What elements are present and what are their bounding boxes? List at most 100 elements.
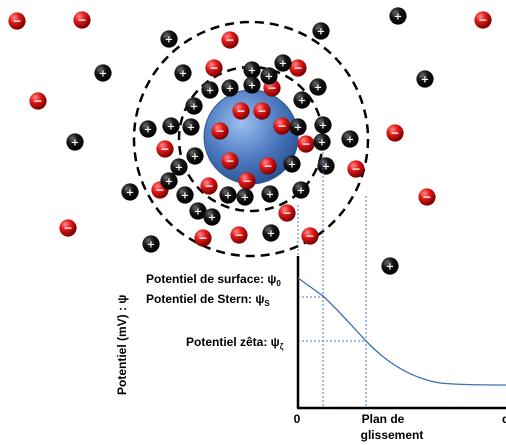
plus-sign: + xyxy=(126,188,134,199)
negative-ion: − xyxy=(238,172,256,190)
positive-ion-sphere xyxy=(201,81,219,99)
negative-ion: − xyxy=(230,226,248,244)
negative-ion: − xyxy=(386,124,404,142)
positive-ion: + xyxy=(162,117,180,135)
negative-ion: − xyxy=(221,152,239,170)
positive-ion: + xyxy=(261,185,279,203)
positive-ion: + xyxy=(142,235,160,253)
negative-ion: − xyxy=(200,177,218,195)
positive-ion-sphere xyxy=(381,257,399,275)
positive-ion: + xyxy=(381,257,399,275)
plus-sign: + xyxy=(165,177,173,188)
positive-ion: + xyxy=(236,188,254,206)
plus-sign: + xyxy=(248,66,256,77)
minus-sign: − xyxy=(267,82,276,95)
positive-ion-sphere xyxy=(236,188,254,206)
positive-ion-sphere xyxy=(189,202,207,220)
negative-ion: − xyxy=(221,31,239,49)
positive-ion-sphere xyxy=(292,181,310,199)
positive-ion-sphere xyxy=(317,157,335,175)
positive-ion: + xyxy=(389,7,407,25)
positive-ion-sphere xyxy=(219,186,237,204)
plus-sign: + xyxy=(226,84,234,95)
positive-ion: + xyxy=(283,155,301,173)
positive-ion-sphere xyxy=(314,116,332,134)
positive-ion-sphere xyxy=(293,91,311,109)
positive-ion-sphere xyxy=(176,186,194,204)
negative-ion: − xyxy=(232,102,250,120)
minus-sign: − xyxy=(390,127,399,140)
negative-ion-sphere xyxy=(156,140,174,158)
plus-sign: + xyxy=(288,160,296,171)
positive-ion: + xyxy=(219,186,237,204)
positive-ion-sphere xyxy=(160,172,178,190)
positive-ion: + xyxy=(186,147,204,165)
negative-ion-sphere xyxy=(8,12,26,30)
positive-ion: + xyxy=(243,61,261,79)
positive-ion: + xyxy=(341,130,359,148)
negative-ion-sphere xyxy=(29,92,47,110)
positive-ion: + xyxy=(174,64,192,82)
negative-ion-sphere xyxy=(301,227,319,245)
minus-sign: − xyxy=(215,125,224,138)
positive-ion-sphere xyxy=(139,120,157,138)
ion-layer: − − −−−− −−− −−−− −−−−−−−−− − −−−−++++ + +++++ + ++… xyxy=(8,7,492,275)
x-tick-zero: 0 xyxy=(294,412,301,426)
positive-ion: + xyxy=(185,97,203,115)
positive-ion: + xyxy=(309,78,327,96)
negative-ion: − xyxy=(8,12,26,30)
plus-sign: + xyxy=(318,138,326,149)
positive-ion-sphere xyxy=(313,133,331,151)
positive-ion-sphere xyxy=(243,61,261,79)
stern-potential-label: Potentiel de Stern: ψS xyxy=(146,292,270,308)
positive-ion: + xyxy=(139,120,157,138)
negative-ion: − xyxy=(156,140,174,158)
plus-sign: + xyxy=(175,163,183,174)
positive-ion: + xyxy=(221,79,239,97)
minus-sign: − xyxy=(305,230,314,243)
positive-ion: + xyxy=(170,158,188,176)
negative-ion: − xyxy=(297,135,315,153)
positive-ion-sphere xyxy=(66,133,84,151)
plus-sign: + xyxy=(187,123,195,134)
surface-potential-label: Potentiel de surface: ψ0 xyxy=(146,272,281,288)
minus-sign: − xyxy=(33,95,42,108)
minus-sign: − xyxy=(282,207,291,220)
plus-sign: + xyxy=(206,86,214,97)
plus-sign: + xyxy=(294,123,302,134)
negative-ion-sphere xyxy=(278,204,296,222)
minus-sign: − xyxy=(351,163,360,176)
negative-ion-sphere xyxy=(221,152,239,170)
negative-ion-sphere xyxy=(259,157,277,175)
y-axis-label: Potentiel (mV) : ψ xyxy=(115,295,129,395)
minus-sign: − xyxy=(198,232,207,245)
positive-ion: + xyxy=(313,133,331,151)
negative-ion-sphere xyxy=(230,226,248,244)
positive-ion: + xyxy=(262,224,280,242)
negative-ion: − xyxy=(474,11,492,29)
plus-sign: + xyxy=(241,193,249,204)
x-tick-distance: d xyxy=(502,412,506,426)
negative-ion: − xyxy=(194,229,212,247)
potential-curve xyxy=(297,277,506,386)
minus-sign: − xyxy=(204,180,213,193)
positive-ion-sphere xyxy=(94,64,112,82)
plus-sign: + xyxy=(346,135,354,146)
positive-ion: + xyxy=(317,157,335,175)
negative-ion-sphere xyxy=(211,122,229,140)
negative-ion-sphere xyxy=(59,219,77,237)
zeta-potential-label: Potentiel zêta: ψζ xyxy=(186,335,284,351)
plot-axes xyxy=(296,256,506,410)
x-tick-slip-plane-line1: Plan de xyxy=(362,412,405,426)
positive-ion-sphere xyxy=(142,235,160,253)
positive-ion: + xyxy=(274,54,292,72)
negative-ion-sphere xyxy=(205,59,223,77)
plus-sign: + xyxy=(99,69,107,80)
positive-ion-sphere xyxy=(389,7,407,25)
plus-sign: + xyxy=(319,121,327,132)
positive-ion-sphere xyxy=(261,185,279,203)
plus-sign: + xyxy=(179,69,187,80)
plus-sign: + xyxy=(297,186,305,197)
negative-ion: − xyxy=(289,59,307,77)
